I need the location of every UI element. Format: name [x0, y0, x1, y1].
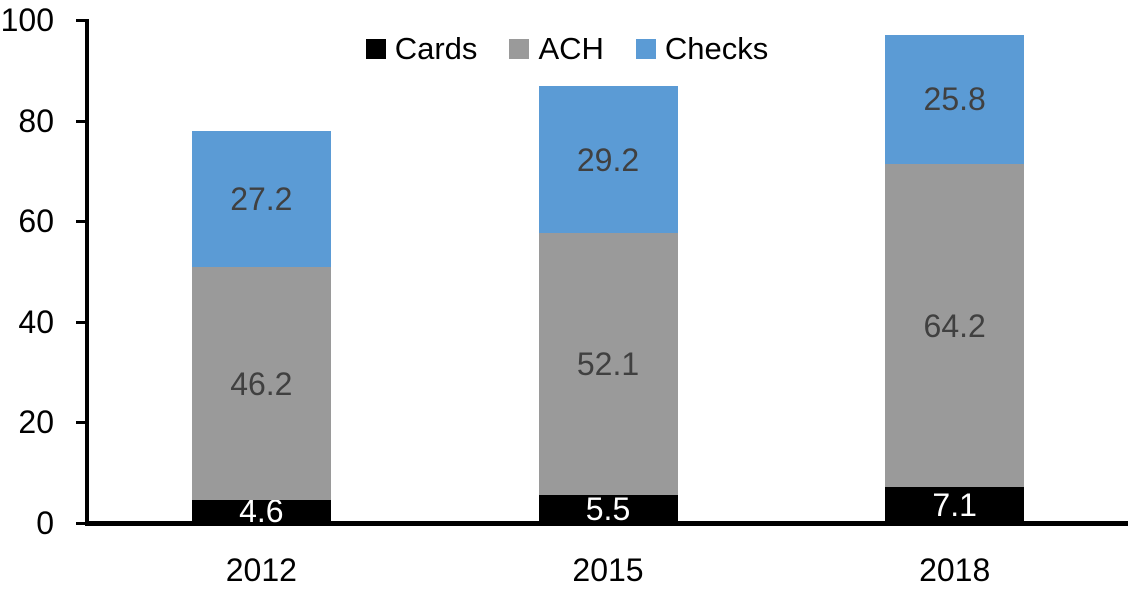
bar-value-label: 46.2	[230, 365, 293, 402]
bar-segment-cards: 7.1	[885, 487, 1025, 524]
legend-label: Cards	[394, 31, 478, 66]
bar-value-label: 52.1	[576, 346, 640, 383]
bar-segment-ach: 52.1	[538, 233, 678, 496]
legend-marker-ach-icon	[509, 39, 530, 59]
y-tick-mark	[76, 320, 88, 324]
legend-item-ach: ACH	[509, 31, 604, 67]
y-tick-mark	[76, 19, 88, 22]
y-tick-label: 60	[18, 203, 54, 240]
bar-value-label: 4.6	[239, 493, 284, 530]
bar-segment-cards: 4.6	[191, 495, 331, 527]
bar-value-label: 27.2	[230, 181, 293, 218]
y-tick-label: 20	[18, 404, 54, 441]
bar-segment-checks: 29.2	[538, 86, 678, 234]
bar-segment-checks: 25.8	[885, 34, 1025, 165]
bar-value-label: 64.2	[923, 307, 986, 344]
legend-item-cards: Cards	[365, 31, 478, 67]
bar-value-label: 7.1	[932, 487, 977, 524]
legend-marker-cards-icon	[365, 39, 386, 59]
bar-segment-cards: 5.5	[538, 491, 678, 528]
bar-value-label: 29.2	[576, 141, 640, 178]
bar-value-label: 25.8	[923, 81, 986, 118]
y-tick-mark	[76, 421, 88, 425]
y-tick-mark	[76, 119, 88, 123]
y-axis-line	[85, 19, 89, 526]
bar-value-label: 5.5	[585, 491, 631, 528]
y-tick-label: 80	[18, 102, 54, 139]
bar-segment-ach: 46.2	[191, 267, 331, 500]
x-axis-label: 2018	[919, 552, 991, 588]
bar-segment-ach: 64.2	[885, 164, 1025, 488]
legend-item-checks: Checks	[635, 31, 769, 67]
legend: Cards ACH Checks	[0, 31, 1134, 67]
legend-marker-checks-icon	[635, 39, 656, 59]
y-tick-label: 40	[18, 303, 54, 340]
legend-label: Checks	[664, 31, 769, 66]
y-tick-label: 100	[0, 2, 54, 38]
y-tick-label: 0	[36, 505, 54, 541]
legend-label: ACH	[538, 31, 604, 66]
y-tick-mark	[76, 522, 88, 525]
x-axis-label: 2015	[572, 552, 644, 588]
y-tick-mark	[76, 220, 88, 224]
x-axis-line	[85, 521, 1128, 526]
bar-segment-checks: 27.2	[191, 130, 331, 268]
x-axis-label: 2012	[225, 552, 297, 588]
